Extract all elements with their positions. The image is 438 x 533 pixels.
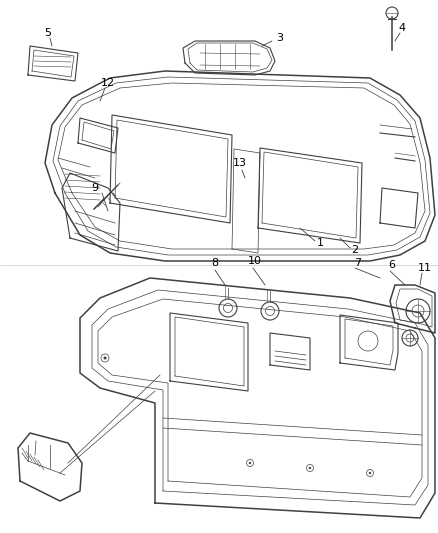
Text: 3: 3	[276, 33, 283, 43]
Text: 12: 12	[101, 78, 115, 88]
Circle shape	[103, 357, 106, 359]
Circle shape	[369, 472, 371, 474]
Text: 10: 10	[248, 256, 262, 266]
Circle shape	[249, 462, 251, 464]
Text: 8: 8	[212, 258, 219, 268]
Text: 7: 7	[354, 258, 361, 268]
Circle shape	[309, 467, 311, 469]
Text: 11: 11	[418, 263, 432, 273]
Text: 4: 4	[399, 23, 406, 33]
Text: 2: 2	[351, 245, 359, 255]
Text: 13: 13	[233, 158, 247, 168]
Text: 9: 9	[92, 183, 99, 193]
Text: 6: 6	[389, 260, 396, 270]
Text: 5: 5	[45, 28, 52, 38]
Text: 1: 1	[317, 238, 324, 248]
